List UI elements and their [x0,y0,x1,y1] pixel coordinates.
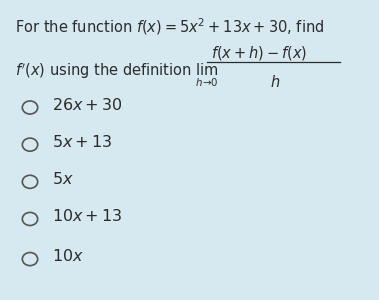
Text: $10x + 13$: $10x + 13$ [52,208,122,224]
Text: $10x$: $10x$ [52,248,84,264]
Text: $f(x+h) - f(x)$: $f(x+h) - f(x)$ [211,44,307,62]
Text: $h$: $h$ [270,74,280,90]
Text: $26x + 30$: $26x + 30$ [52,97,123,112]
Text: $5x + 13$: $5x + 13$ [52,134,112,150]
Text: $5x$: $5x$ [52,171,74,187]
Text: For the function $f(x) = 5x^2 + 13x + 30$, find: For the function $f(x) = 5x^2 + 13x + 30… [15,16,325,37]
Text: $f'(x)$ using the definition $\lim_{h\to 0}$: $f'(x)$ using the definition $\lim_{h\to… [15,61,219,88]
